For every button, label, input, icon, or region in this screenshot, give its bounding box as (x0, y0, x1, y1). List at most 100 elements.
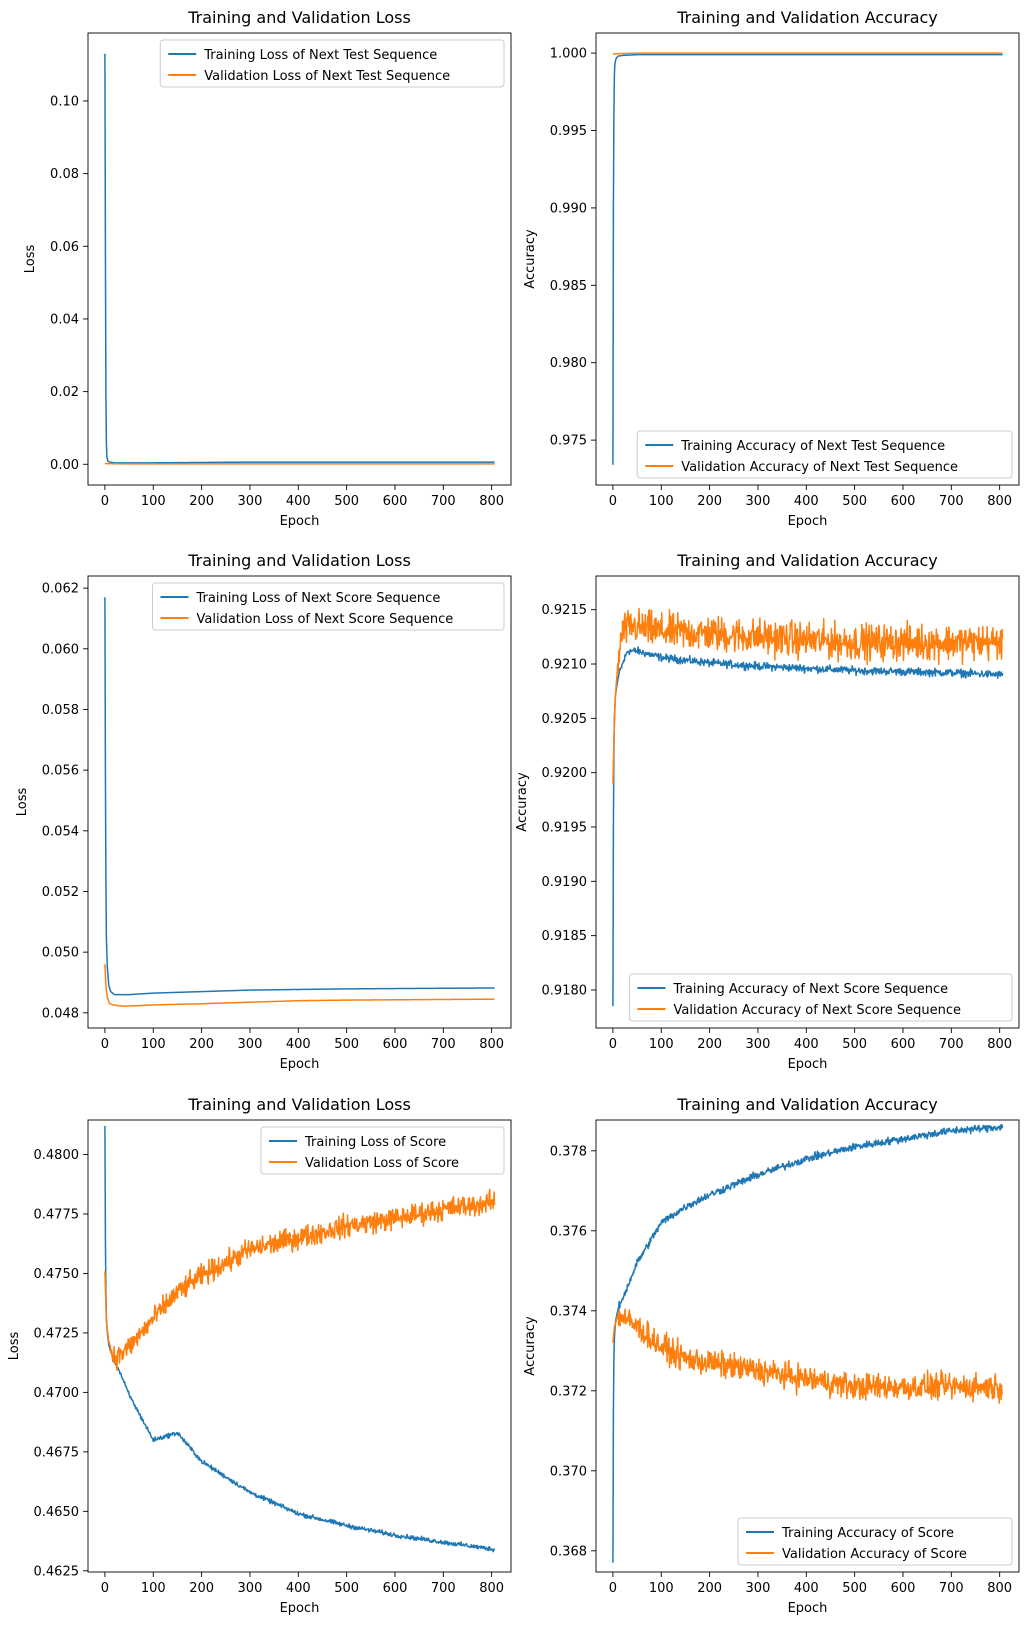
x-tick-label: 100 (649, 1037, 674, 1052)
x-tick-label: 300 (238, 1581, 263, 1596)
chart-2: 0 100 200 300 400 500 600 700 800 0.975 0.980 0.985… (523, 8, 1020, 529)
y-tick-label: 0.054 (42, 824, 79, 839)
x-axis-label: Epoch (788, 1601, 828, 1616)
x-tick-label: 500 (334, 494, 359, 509)
x-tick-label: 400 (286, 1037, 311, 1052)
axes-frame (87, 32, 512, 486)
x-tick-label: 400 (794, 494, 819, 509)
chart-1: 0 100 200 300 400 500 600 700 800 0.00 0.02 0.04 0.0… (23, 8, 512, 529)
chart-title: Training and Validation Loss (187, 8, 411, 27)
x-tick-label: 700 (431, 1581, 456, 1596)
x-tick-label: 600 (383, 1037, 408, 1052)
legend-label: Validation Accuracy of Next Test Sequenc… (681, 460, 958, 475)
y-tick-label: 0.4800 (34, 1148, 80, 1163)
y-tick-label: 0.08 (50, 167, 79, 182)
x-axis-label: Epoch (788, 514, 828, 529)
y-tick-label: 0.378 (550, 1144, 587, 1159)
chart-5: 0 100 200 300 400 500 600 700 800 0.4625 0.4650 0.4… (7, 1095, 512, 1616)
y-axis-label: Loss (7, 1332, 22, 1361)
series-line-2 (104, 964, 495, 1007)
x-tick-label: 400 (286, 494, 311, 509)
series-line-2 (612, 52, 1003, 55)
y-tick-label: 0.985 (550, 279, 587, 294)
series-line-1 (104, 1125, 496, 1553)
x-tick-label: 700 (431, 494, 456, 509)
series-line-2 (612, 607, 1004, 784)
y-tick-label: 0.990 (550, 201, 587, 216)
plot-area (104, 53, 495, 465)
series-line-1 (612, 53, 1003, 465)
y-tick-label: 0.975 (550, 434, 587, 449)
y-tick-label: 0.370 (550, 1464, 587, 1479)
chart-3: 0 100 200 300 400 500 600 700 800 0.048 0.050 0.052… (15, 551, 512, 1072)
y-tick-label: 0.02 (50, 385, 79, 400)
legend: Training Loss of Next Score Sequence Vali… (152, 582, 505, 631)
x-tick-label: 300 (746, 494, 771, 509)
legend-box (152, 582, 505, 631)
x-tick-label: 500 (842, 1581, 867, 1596)
y-tick-label: 0.9210 (542, 658, 588, 673)
x-tick-label: 200 (697, 494, 722, 509)
x-tick-label: 300 (746, 1037, 771, 1052)
x-tick-label: 200 (189, 1581, 214, 1596)
x-tick-label: 800 (987, 1037, 1012, 1052)
legend-box (636, 430, 1013, 479)
y-tick-label: 0.9190 (542, 875, 588, 890)
x-axis-label: Epoch (280, 514, 320, 529)
y-tick-label: 0.10 (50, 94, 79, 109)
legend-label: Training Accuracy of Score (781, 1526, 954, 1541)
axes-frame (595, 32, 1020, 486)
y-tick-label: 0.368 (550, 1544, 587, 1559)
axes-frame (87, 1119, 512, 1573)
x-axis-label: Epoch (788, 1057, 828, 1072)
y-tick-label: 0.4675 (34, 1445, 80, 1460)
y-tick-label: 0.9180 (542, 983, 588, 998)
y-tick-label: 0.9195 (542, 820, 588, 835)
x-tick-label: 800 (987, 494, 1012, 509)
legend: Training Accuracy of Next Test Sequence V… (636, 430, 1013, 479)
legend: Training Accuracy of Score Validation Acc… (737, 1517, 1013, 1566)
plot-area (612, 607, 1004, 1007)
x-tick-label: 300 (746, 1581, 771, 1596)
plot-area (104, 597, 495, 1007)
x-tick-label: 700 (431, 1037, 456, 1052)
x-tick-label: 0 (609, 1581, 617, 1596)
legend-label: Validation Accuracy of Next Score Sequen… (674, 1003, 962, 1018)
legend-box (629, 973, 1013, 1022)
y-tick-label: 0.4775 (34, 1207, 80, 1222)
x-tick-label: 500 (842, 1037, 867, 1052)
x-tick-label: 400 (794, 1037, 819, 1052)
x-tick-label: 200 (697, 1037, 722, 1052)
x-tick-label: 500 (334, 1581, 359, 1596)
x-axis-label: Epoch (280, 1601, 320, 1616)
axes-frame (595, 575, 1020, 1029)
y-tick-label: 0.06 (50, 240, 79, 255)
y-tick-label: 0.4725 (34, 1326, 80, 1341)
legend-label: Validation Accuracy of Score (782, 1547, 967, 1562)
y-axis-label: Accuracy (523, 1316, 538, 1376)
x-tick-label: 800 (987, 1581, 1012, 1596)
legend-label: Training Loss of Next Test Sequence (203, 48, 437, 63)
y-axis-label: Loss (15, 788, 30, 817)
x-tick-label: 400 (794, 1581, 819, 1596)
x-tick-label: 700 (939, 1037, 964, 1052)
y-tick-label: 0.9215 (542, 603, 588, 618)
y-axis-label: Accuracy (523, 229, 538, 289)
x-tick-label: 200 (697, 1581, 722, 1596)
y-tick-label: 0.376 (550, 1224, 587, 1239)
x-tick-label: 0 (609, 494, 617, 509)
x-tick-label: 200 (189, 1037, 214, 1052)
x-tick-label: 100 (649, 1581, 674, 1596)
x-tick-label: 600 (891, 1581, 916, 1596)
plot-area (612, 1124, 1004, 1563)
legend-label: Validation Loss of Next Score Sequence (197, 612, 454, 627)
legend: Training Loss of Next Test Sequence Valid… (159, 39, 505, 88)
axes-frame (595, 1119, 1020, 1573)
x-tick-label: 0 (101, 1037, 109, 1052)
chart-4: 0 100 200 300 400 500 600 700 800 0.9180 0.9185 0.9… (515, 551, 1020, 1072)
series-line-1 (104, 53, 495, 464)
legend-label: Training Accuracy of Next Score Sequence (673, 982, 949, 997)
legend: Training Accuracy of Next Score Sequence… (629, 973, 1013, 1022)
legend-label: Validation Loss of Score (305, 1156, 459, 1171)
series-line-2 (104, 1188, 496, 1371)
